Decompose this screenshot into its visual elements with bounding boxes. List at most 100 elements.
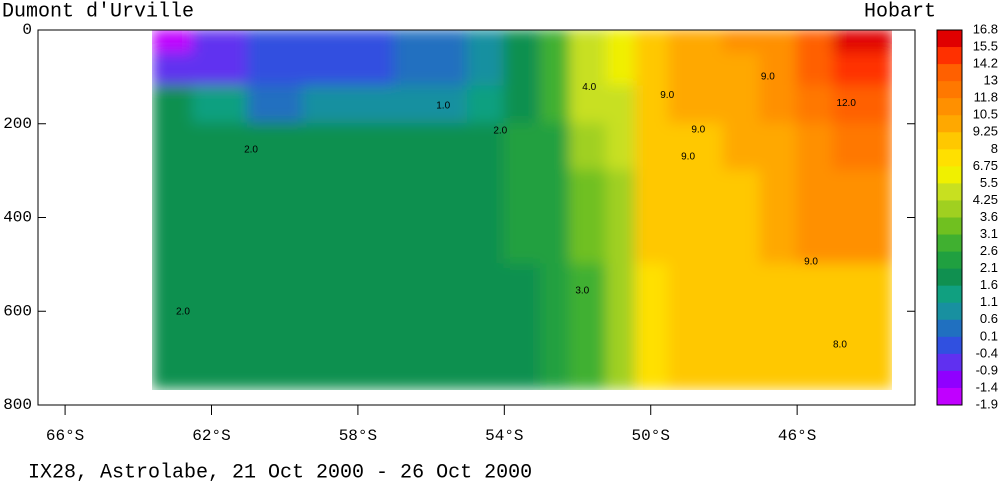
heat-cell xyxy=(796,263,835,390)
heat-cell xyxy=(635,263,671,390)
heat-cell xyxy=(503,169,542,266)
heat-cell xyxy=(759,52,799,88)
colorbar-bin xyxy=(937,200,962,218)
heat-cell xyxy=(759,169,799,266)
colorbar-label: 5.5 xyxy=(980,175,998,190)
heat-cell xyxy=(759,85,799,125)
heat-cell xyxy=(302,263,396,390)
colorbar-bin xyxy=(937,30,962,48)
heat-cell xyxy=(569,30,608,55)
colorbar-bin xyxy=(937,336,962,355)
heat-cell xyxy=(722,263,762,390)
heat-cell xyxy=(192,30,250,55)
heat-cell xyxy=(832,30,892,55)
contour-label: 9.0 xyxy=(804,257,818,268)
heat-cell xyxy=(539,85,572,125)
heat-cell xyxy=(466,263,506,390)
colorbar-bin xyxy=(937,47,962,65)
heat-cell xyxy=(152,263,195,390)
heat-cell xyxy=(247,52,305,88)
colorbar-bin xyxy=(937,115,962,133)
heat-cell xyxy=(635,122,671,172)
heat-cell xyxy=(668,52,725,88)
heat-cell xyxy=(466,169,506,266)
heat-cell xyxy=(152,122,195,172)
colorbar-bin xyxy=(937,98,962,116)
heat-cell xyxy=(192,122,250,172)
heat-cell xyxy=(722,85,762,125)
colorbar-bin xyxy=(937,166,962,184)
colorbar-bin xyxy=(937,149,962,167)
heat-cell xyxy=(635,85,671,125)
colorbar-label: 0.1 xyxy=(980,328,998,343)
heat-cell xyxy=(605,263,638,390)
y-tick-label: 600 xyxy=(3,302,32,320)
heat-cell xyxy=(796,52,835,88)
colorbar-label: 9.25 xyxy=(973,124,998,139)
colorbar-bin xyxy=(937,285,962,304)
heat-cell xyxy=(569,52,608,88)
heat-cell xyxy=(192,263,250,390)
heat-cell xyxy=(759,30,799,55)
contour-label: 2.0 xyxy=(244,145,258,156)
heat-cell xyxy=(832,52,892,88)
heat-cell xyxy=(192,52,250,88)
heat-cell xyxy=(152,52,195,88)
colorbar-bin xyxy=(937,183,962,201)
contour-label: 2.0 xyxy=(176,306,190,317)
heat-cell xyxy=(192,85,250,125)
heat-cell xyxy=(569,169,608,266)
heat-cell xyxy=(503,85,542,125)
colorbar-bin xyxy=(937,319,962,338)
x-tick-label: 50°S xyxy=(632,427,670,445)
heat-cell xyxy=(796,169,835,266)
colorbar-label: 8 xyxy=(991,141,998,156)
colorbar-label: -1.9 xyxy=(976,396,998,411)
colorbar-label: 3.6 xyxy=(980,209,998,224)
heat-cell xyxy=(247,85,305,125)
colorbar-frame xyxy=(936,29,963,406)
heat-cell xyxy=(635,30,671,55)
heat-cell xyxy=(722,52,762,88)
colorbar-bin xyxy=(937,370,962,389)
x-tick-label: 54°S xyxy=(485,427,523,445)
colorbar-bin xyxy=(937,387,962,406)
colorbar-label: 3.1 xyxy=(980,226,998,241)
heat-cell xyxy=(192,169,250,266)
colorbar-label: 11.8 xyxy=(974,90,998,105)
heat-cell xyxy=(503,263,542,390)
heat-cell xyxy=(832,169,892,266)
heat-cell xyxy=(605,122,638,172)
contour-label: 3.0 xyxy=(575,286,589,297)
heat-cell xyxy=(722,30,762,55)
heat-cell xyxy=(539,263,572,390)
colorbar-bin xyxy=(937,64,962,82)
colorbar-bin xyxy=(937,268,962,287)
heat-cell xyxy=(247,122,305,172)
contour-label: 12.0 xyxy=(836,98,856,109)
heat-cell xyxy=(796,85,835,125)
heat-cell xyxy=(152,30,195,55)
colorbar-bin xyxy=(937,132,962,150)
contour-label: 8.0 xyxy=(833,340,847,351)
heatmap-cells xyxy=(152,30,892,390)
heat-cell xyxy=(635,169,671,266)
heat-cell xyxy=(605,30,638,55)
colorbar-label: -0.9 xyxy=(976,362,998,377)
colorbar-bin xyxy=(937,302,962,321)
heat-cell xyxy=(302,85,396,125)
contour-label: 1.0 xyxy=(436,101,450,112)
colorbar-label: 6.75 xyxy=(973,158,998,173)
x-tick-label: 46°S xyxy=(778,427,816,445)
heat-cell xyxy=(668,85,725,125)
heat-cell xyxy=(668,30,725,55)
heat-cell xyxy=(722,122,762,172)
heat-cell xyxy=(302,169,396,266)
heat-cell xyxy=(605,85,638,125)
colorbar-label: 1.1 xyxy=(980,294,998,309)
colorbar-bin xyxy=(937,81,962,99)
contour-label: 4.0 xyxy=(582,82,596,93)
heat-cell xyxy=(466,122,506,172)
heat-cell xyxy=(668,122,725,172)
